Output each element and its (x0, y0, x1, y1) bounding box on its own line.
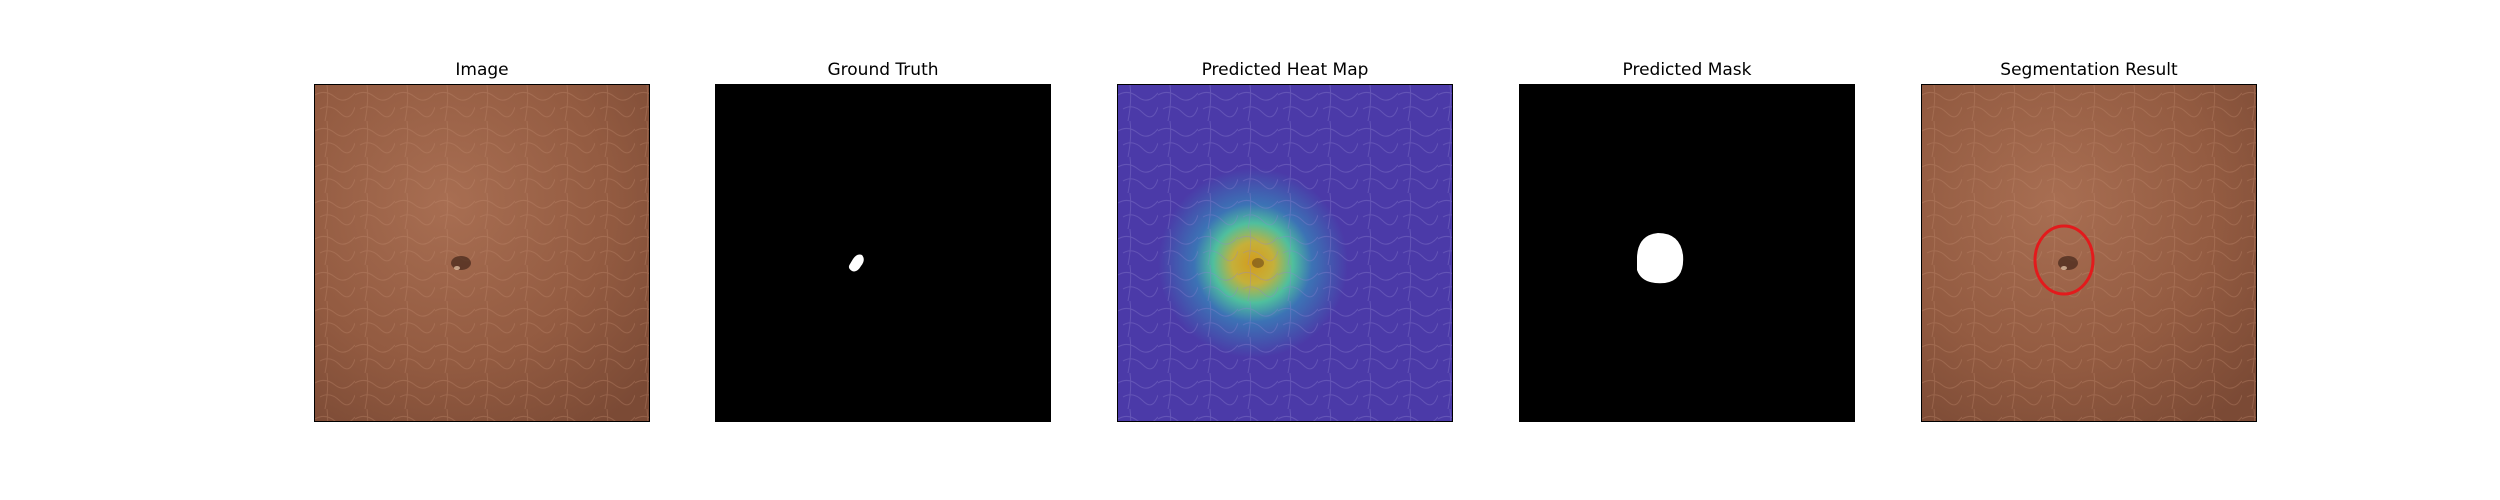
ground-truth-mask (716, 85, 1050, 421)
panel-title: Predicted Heat Map (1201, 60, 1369, 80)
defect-spot (2058, 256, 2078, 270)
predicted-mask-frame (1519, 84, 1855, 422)
segmentation-image (1922, 85, 2256, 421)
heat-map-frame (1117, 84, 1453, 422)
heat-peak (1252, 258, 1264, 268)
panel-title: Predicted Mask (1622, 60, 1752, 80)
defect-spot (451, 256, 471, 270)
image-frame (314, 84, 650, 422)
segmentation-circle (2033, 224, 2095, 296)
panel-title: Image (455, 60, 509, 80)
panel-title: Ground Truth (827, 60, 939, 80)
predicted-mask (1520, 85, 1854, 421)
segmentation-result-frame (1921, 84, 2257, 422)
predicted-mask-region (1637, 233, 1684, 284)
ground-truth-region (848, 254, 864, 272)
panel-title: Segmentation Result (2000, 60, 2178, 80)
heat-map (1118, 85, 1452, 421)
ground-truth-frame (715, 84, 1051, 422)
leather-image (315, 85, 649, 421)
